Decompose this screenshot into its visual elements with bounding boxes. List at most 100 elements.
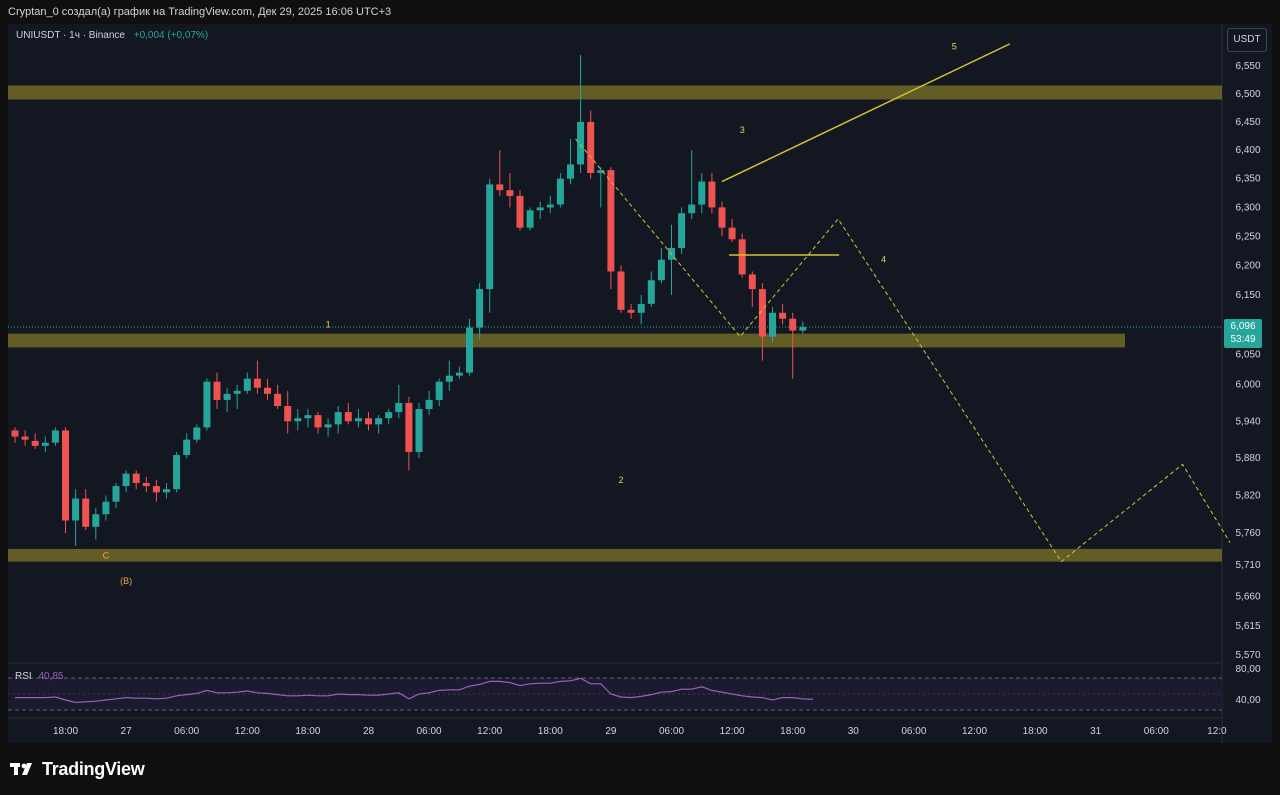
candle bbox=[173, 451, 181, 493]
candle bbox=[425, 390, 433, 416]
time-tick-label: 06:00 bbox=[417, 726, 442, 737]
zone-3 bbox=[8, 548, 1222, 562]
price-tick-label: 6,050 bbox=[1235, 350, 1260, 361]
candle bbox=[132, 470, 140, 490]
candle bbox=[496, 150, 504, 196]
candle bbox=[506, 172, 514, 208]
candle bbox=[476, 283, 484, 340]
candle bbox=[142, 476, 150, 493]
time-tick-label: 29 bbox=[605, 726, 617, 737]
candle bbox=[51, 427, 59, 446]
tradingview-logo-icon bbox=[10, 763, 32, 775]
candle bbox=[637, 295, 645, 325]
candle bbox=[264, 378, 271, 400]
candle bbox=[243, 372, 251, 394]
wave-label: 1 bbox=[326, 320, 331, 330]
candle bbox=[203, 378, 211, 431]
candle bbox=[233, 384, 241, 410]
time-tick-label: 18:00 bbox=[538, 726, 563, 737]
candle bbox=[112, 482, 120, 508]
candle bbox=[193, 424, 201, 443]
candle bbox=[546, 195, 554, 214]
wave-label: 3 bbox=[740, 125, 745, 135]
candle bbox=[688, 150, 696, 219]
candle bbox=[163, 482, 170, 499]
candle bbox=[294, 409, 302, 431]
candle bbox=[122, 470, 130, 493]
price-tick-label: 5,820 bbox=[1235, 490, 1260, 501]
candle bbox=[375, 415, 383, 434]
time-tick-label: 12:00 bbox=[720, 726, 745, 737]
currency-button[interactable]: USDT bbox=[1227, 28, 1267, 52]
candle bbox=[365, 412, 372, 431]
candle bbox=[11, 427, 19, 443]
price-tick-label: 5,570 bbox=[1235, 650, 1260, 661]
candle bbox=[698, 172, 706, 214]
header-bar: Cryptan_0 создал(а) график на TradingVie… bbox=[0, 0, 1280, 24]
candle bbox=[455, 366, 463, 379]
wave-label: 5 bbox=[952, 41, 957, 51]
time-tick-label: 12:0 bbox=[1207, 726, 1227, 737]
price-tick-label: 5,760 bbox=[1235, 528, 1260, 539]
time-tick-label: 12:00 bbox=[235, 726, 260, 737]
header-caption: Cryptan_0 создал(а) график на TradingVie… bbox=[8, 6, 392, 18]
wave-label: 4 bbox=[881, 255, 886, 265]
time-tick-label: 12:00 bbox=[477, 726, 502, 737]
projection-path bbox=[575, 138, 1231, 563]
candle bbox=[344, 402, 352, 425]
wave-label: (B) bbox=[120, 576, 132, 586]
time-tick-label: 06:00 bbox=[174, 726, 199, 737]
wave-label: C bbox=[103, 550, 110, 560]
candle bbox=[435, 378, 443, 407]
candle bbox=[41, 436, 49, 452]
rsi-name: RSI bbox=[15, 671, 32, 682]
price-tick-label: 6,350 bbox=[1235, 174, 1260, 185]
candle bbox=[31, 433, 39, 449]
candle bbox=[627, 303, 635, 319]
candle bbox=[304, 409, 312, 428]
footer: TradingView bbox=[10, 758, 145, 780]
time-tick-label: 27 bbox=[121, 726, 133, 737]
candle bbox=[657, 248, 665, 284]
time-tick-label: 18:00 bbox=[295, 726, 320, 737]
candle bbox=[314, 412, 322, 434]
candle bbox=[536, 201, 544, 219]
candle bbox=[799, 321, 807, 334]
candle bbox=[354, 409, 362, 428]
candle bbox=[708, 172, 716, 214]
candle bbox=[72, 489, 80, 546]
candle bbox=[274, 384, 282, 410]
rsi-legend[interactable]: RSI 40,85 bbox=[15, 671, 63, 682]
price-tick-label: 5,880 bbox=[1235, 453, 1260, 464]
time-tick-label: 31 bbox=[1090, 726, 1102, 737]
rsi-line bbox=[15, 677, 813, 704]
time-tick-label: 28 bbox=[363, 726, 375, 737]
symbol-label[interactable]: UNIUSDT · 1ч · Binance bbox=[16, 30, 125, 41]
zone-2 bbox=[8, 333, 1125, 348]
price-tick-label: 6,200 bbox=[1235, 261, 1260, 272]
symbol-legend[interactable]: UNIUSDT · 1ч · Binance +0,004 (+0,07%) bbox=[16, 30, 208, 41]
candle bbox=[21, 430, 29, 446]
price-tick-label: 5,660 bbox=[1235, 592, 1260, 603]
time-tick-label: 30 bbox=[848, 726, 860, 737]
candle bbox=[223, 387, 231, 413]
time-tick-label: 18:00 bbox=[1023, 726, 1048, 737]
chart-canvas[interactable]: 1 2 3 4 5 C (B) 6,550 6,500 6,450 6,400 6,350 6,300 6… bbox=[8, 24, 1272, 743]
price-tick-label: 5,710 bbox=[1235, 560, 1260, 571]
price-tick-label: 6,550 bbox=[1235, 61, 1260, 72]
time-tick-label: 06:00 bbox=[901, 726, 926, 737]
candle bbox=[678, 207, 686, 254]
candle bbox=[789, 312, 797, 379]
candle bbox=[324, 418, 332, 437]
candle bbox=[486, 178, 494, 313]
candle bbox=[395, 384, 403, 419]
candle bbox=[445, 360, 453, 391]
candle bbox=[728, 218, 736, 243]
candle bbox=[62, 427, 69, 534]
chart-frame[interactable]: 1 2 3 4 5 C (B) 6,550 6,500 6,450 6,400 6,350 6,300 6… bbox=[8, 24, 1272, 743]
candle bbox=[647, 271, 655, 307]
candle bbox=[466, 318, 473, 376]
candle bbox=[577, 54, 585, 173]
rsi-tick-label: 80,00 bbox=[1235, 664, 1260, 675]
candle bbox=[152, 479, 160, 502]
